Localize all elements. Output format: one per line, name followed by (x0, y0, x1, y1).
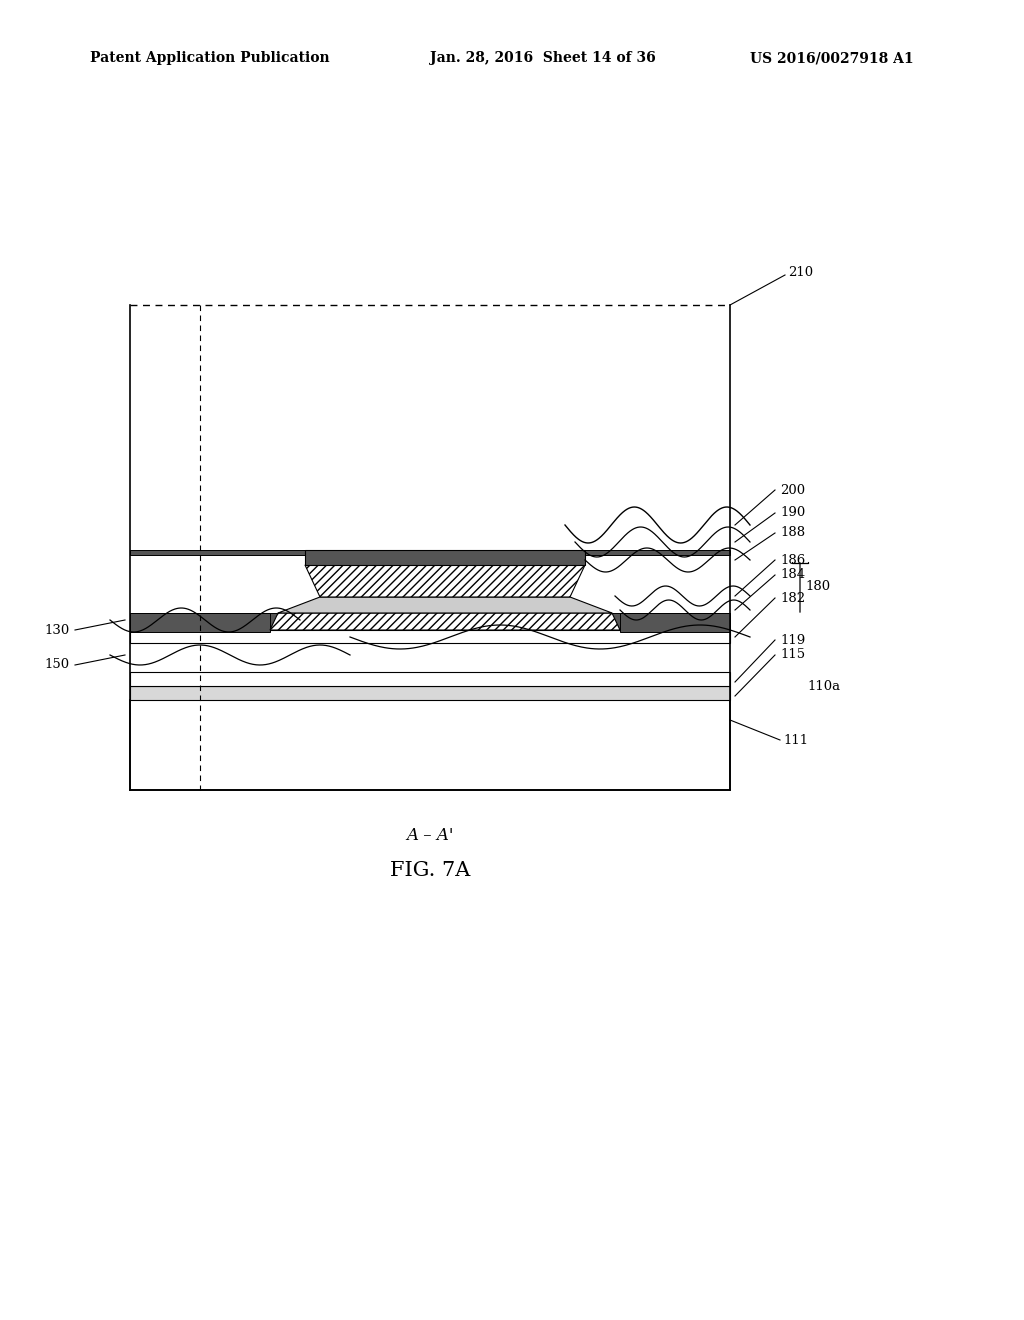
Bar (130, 630, 730, 643)
Bar (130, 612, 270, 632)
Bar (305, 550, 585, 565)
Text: 186: 186 (780, 553, 805, 566)
Text: 180: 180 (805, 581, 830, 594)
Text: 184: 184 (780, 569, 805, 582)
Polygon shape (270, 612, 620, 630)
Polygon shape (278, 597, 612, 612)
Polygon shape (305, 565, 585, 597)
Text: A – A': A – A' (407, 826, 454, 843)
Text: Jan. 28, 2016  Sheet 14 of 36: Jan. 28, 2016 Sheet 14 of 36 (430, 51, 655, 65)
Bar (130, 550, 730, 554)
Text: 110a: 110a (807, 680, 840, 693)
Text: US 2016/0027918 A1: US 2016/0027918 A1 (750, 51, 913, 65)
Text: 210: 210 (788, 267, 813, 280)
Text: FIG. 7A: FIG. 7A (390, 861, 470, 879)
Text: 111: 111 (783, 734, 808, 747)
Bar (130, 700, 730, 789)
Text: 130: 130 (45, 623, 70, 636)
Bar (130, 686, 730, 700)
Text: 182: 182 (780, 591, 805, 605)
Text: 150: 150 (45, 659, 70, 672)
Bar (620, 612, 730, 632)
Bar (130, 672, 730, 686)
Text: 188: 188 (780, 527, 805, 540)
Text: Patent Application Publication: Patent Application Publication (90, 51, 330, 65)
Text: 190: 190 (780, 507, 805, 520)
Text: 115: 115 (780, 648, 805, 661)
Bar (130, 612, 730, 630)
Text: 200: 200 (780, 483, 805, 496)
Text: 119: 119 (780, 634, 805, 647)
